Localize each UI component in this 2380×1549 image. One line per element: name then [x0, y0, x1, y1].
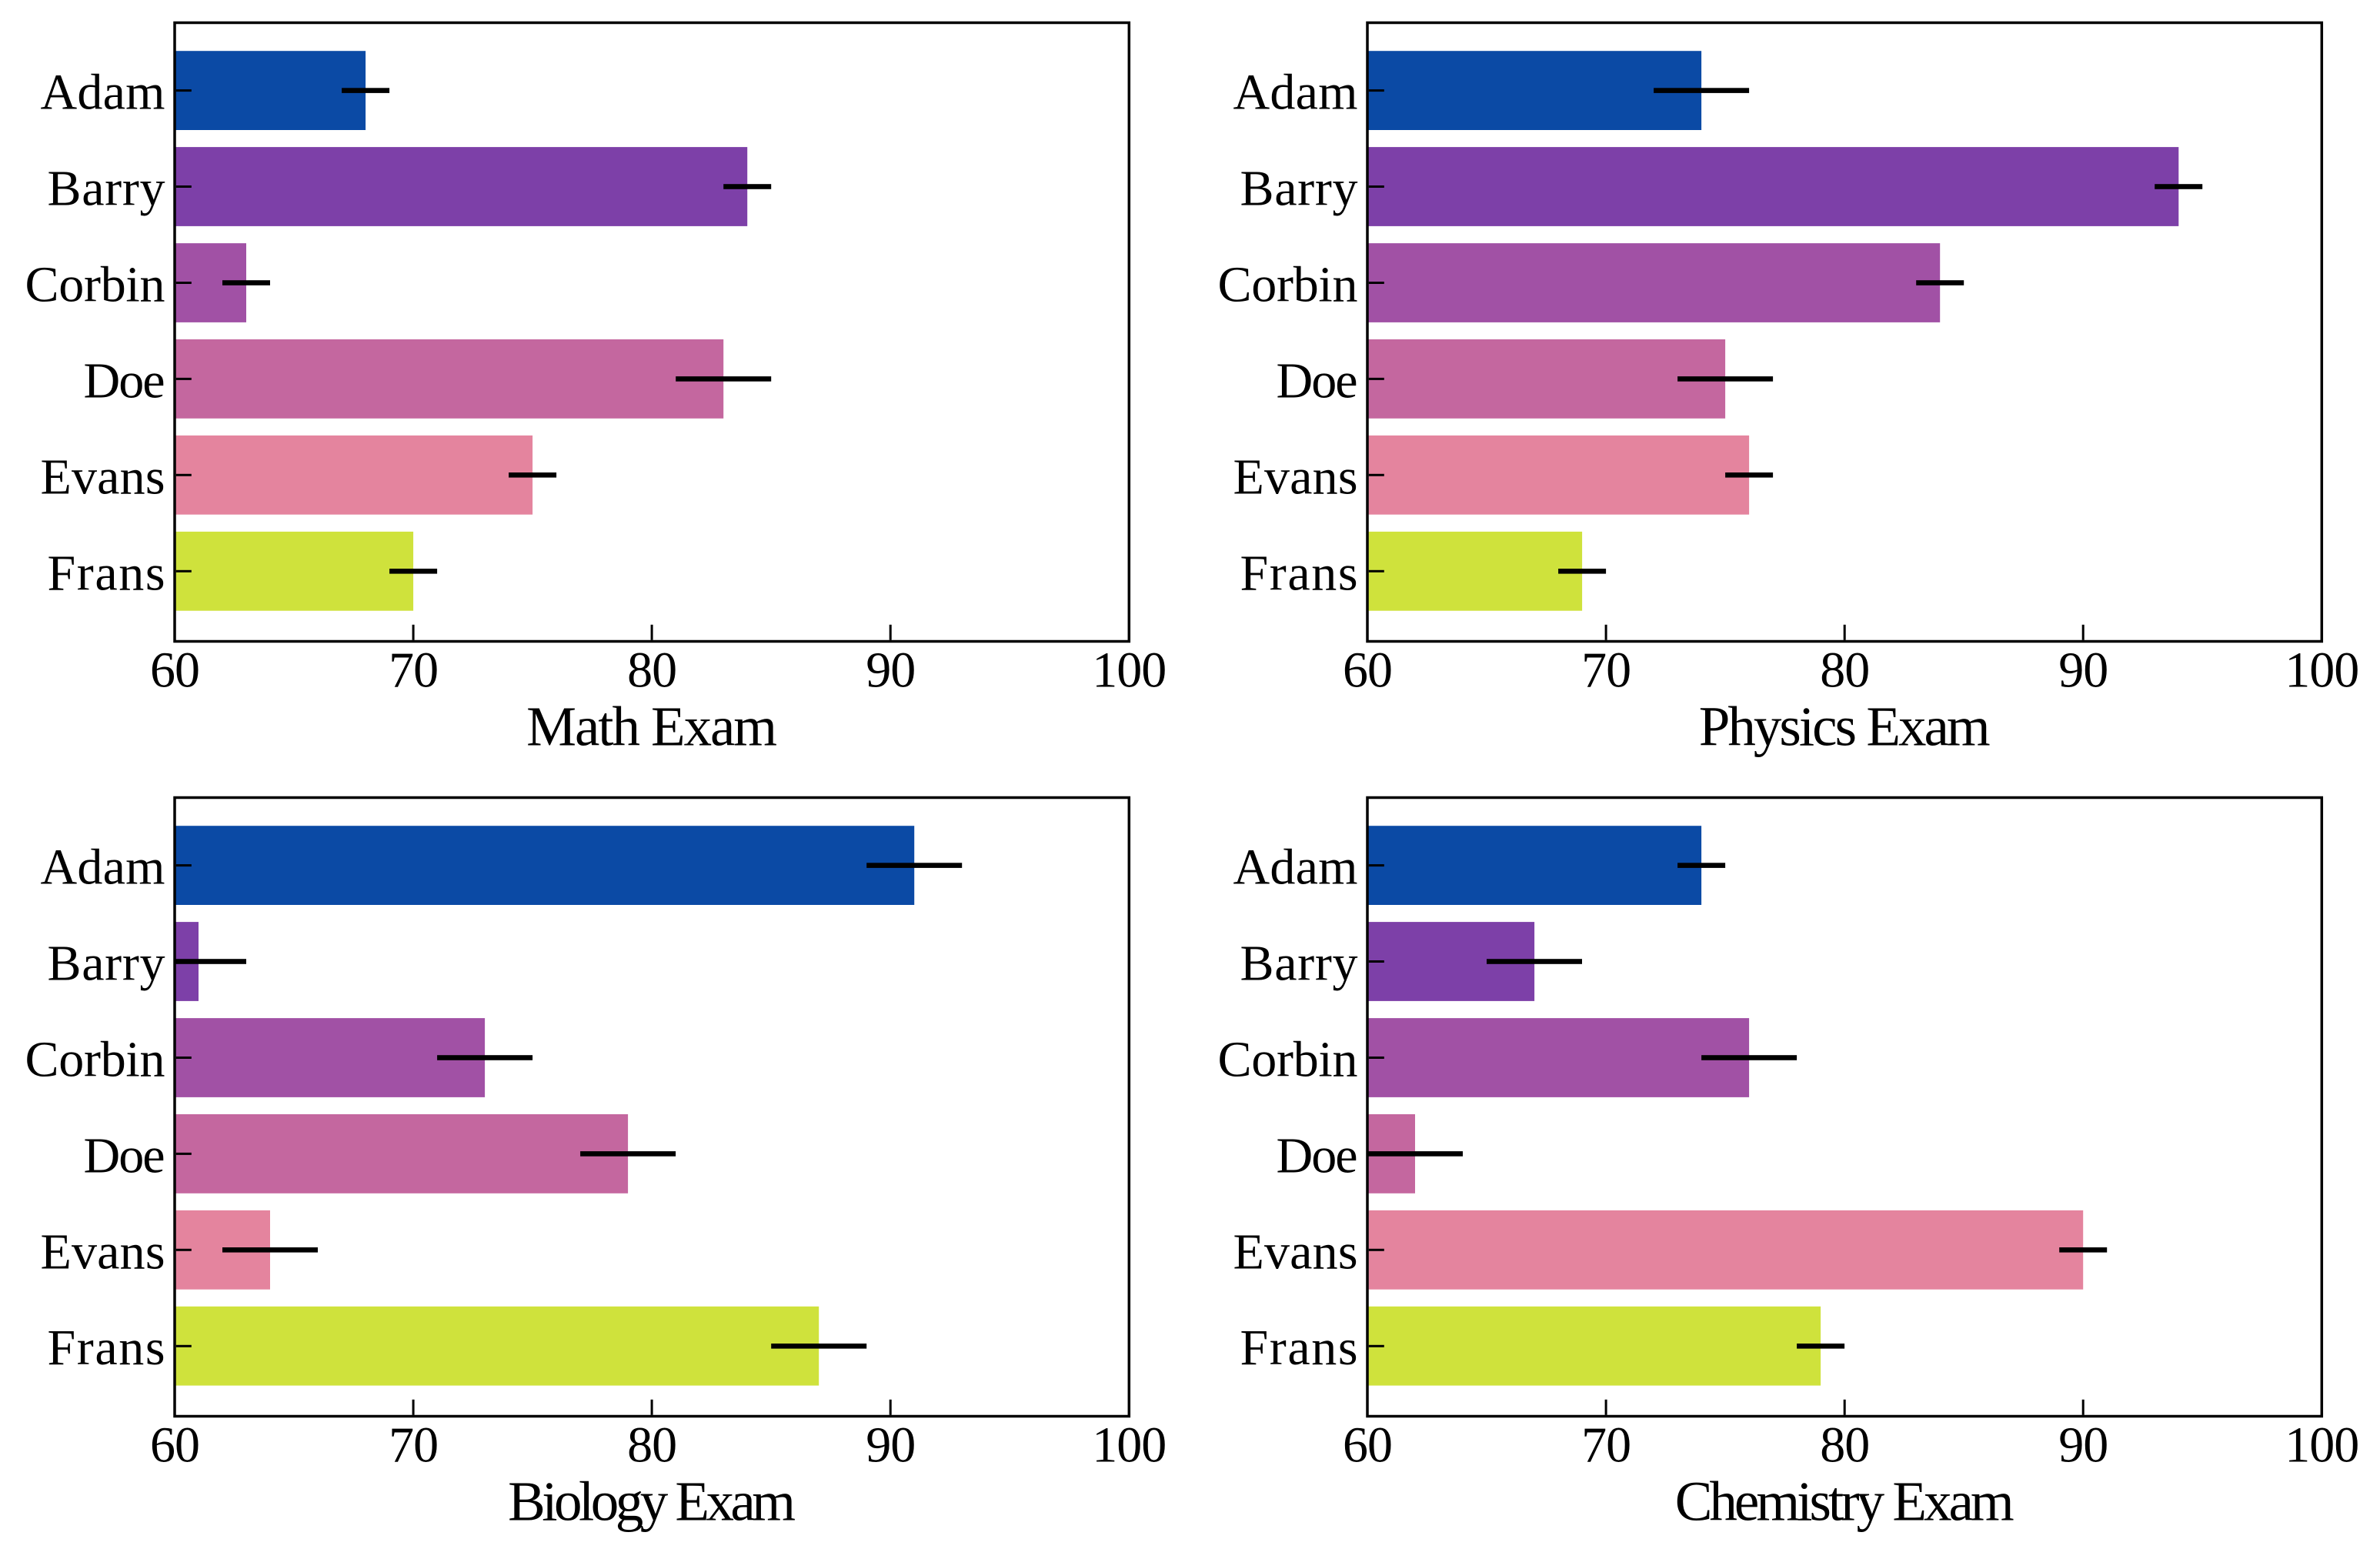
svg-text:Evans: Evans	[1233, 1224, 1358, 1280]
svg-text:Barry: Barry	[48, 161, 165, 217]
svg-text:100: 100	[1092, 643, 1166, 699]
svg-text:Frans: Frans	[48, 545, 165, 601]
svg-text:Frans: Frans	[48, 1320, 165, 1376]
svg-text:Doe: Doe	[84, 1127, 165, 1183]
svg-text:60: 60	[150, 1417, 199, 1474]
svg-text:Evans: Evans	[41, 1224, 165, 1280]
svg-text:100: 100	[2285, 1417, 2358, 1474]
svg-text:Corbin: Corbin	[25, 1032, 165, 1088]
svg-text:Corbin: Corbin	[1218, 1032, 1358, 1088]
svg-text:100: 100	[1092, 1417, 1166, 1474]
svg-text:Barry: Barry	[1240, 936, 1358, 992]
svg-text:Doe: Doe	[1277, 352, 1358, 409]
svg-text:Adam: Adam	[41, 65, 165, 121]
svg-text:90: 90	[866, 643, 915, 699]
svg-text:Adam: Adam	[41, 840, 165, 896]
svg-text:Adam: Adam	[1233, 65, 1358, 121]
svg-text:Math Exam: Math Exam	[526, 696, 777, 758]
svg-text:Chemistry Exam: Chemistry Exam	[1675, 1471, 2014, 1533]
svg-text:Corbin: Corbin	[25, 257, 165, 313]
svg-text:70: 70	[389, 643, 438, 699]
svg-text:Evans: Evans	[1233, 449, 1358, 505]
svg-text:Corbin: Corbin	[1218, 257, 1358, 313]
svg-text:80: 80	[627, 1417, 676, 1474]
svg-text:90: 90	[866, 1417, 915, 1474]
svg-text:60: 60	[1343, 1417, 1392, 1474]
svg-text:Evans: Evans	[41, 449, 165, 505]
svg-text:Doe: Doe	[1277, 1127, 1358, 1183]
svg-text:60: 60	[150, 643, 199, 699]
svg-text:Biology Exam: Biology Exam	[508, 1471, 796, 1533]
svg-text:80: 80	[1820, 1417, 1869, 1474]
svg-text:70: 70	[1581, 1417, 1631, 1474]
svg-text:90: 90	[2058, 1417, 2108, 1474]
svg-text:Frans: Frans	[1240, 545, 1358, 601]
svg-text:Physics Exam: Physics Exam	[1699, 696, 1991, 758]
svg-text:90: 90	[2058, 643, 2108, 699]
svg-text:60: 60	[1343, 643, 1392, 699]
svg-text:Barry: Barry	[1240, 161, 1358, 217]
svg-text:70: 70	[1581, 643, 1631, 699]
svg-text:Frans: Frans	[1240, 1320, 1358, 1376]
svg-text:80: 80	[1820, 643, 1869, 699]
svg-text:Adam: Adam	[1233, 840, 1358, 896]
svg-text:70: 70	[389, 1417, 438, 1474]
svg-text:100: 100	[2285, 643, 2358, 699]
svg-text:Barry: Barry	[48, 936, 165, 992]
svg-text:Doe: Doe	[84, 352, 165, 409]
svg-text:80: 80	[627, 643, 676, 699]
